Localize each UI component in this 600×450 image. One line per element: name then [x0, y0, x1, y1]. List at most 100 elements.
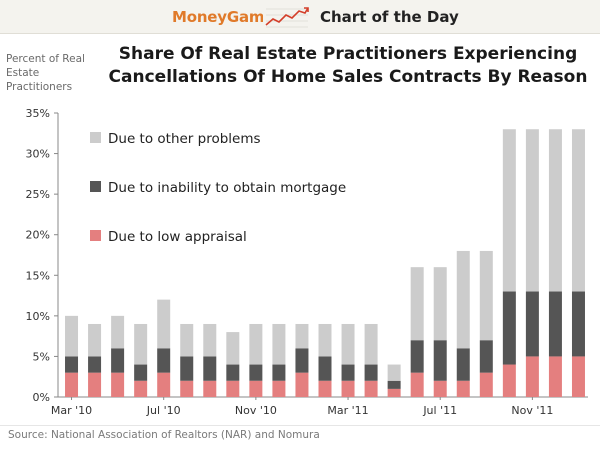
y-tick-label: 20%: [26, 229, 50, 242]
section-title: Chart of the Day: [320, 8, 459, 26]
x-tick-label: Nov '10: [235, 404, 277, 417]
bar-segment-mortgage: [88, 356, 102, 373]
bar-segment-other: [571, 129, 585, 292]
bar-segment-mortgage: [410, 340, 424, 373]
header-banner: MoneyGame Chart of the Day: [0, 0, 600, 34]
y-tick-label: 10%: [26, 310, 50, 323]
chart-title: Share Of Real Estate Practitioners Exper…: [96, 43, 600, 89]
x-tick-label: Mar '10: [51, 404, 92, 417]
bar-segment-other: [249, 323, 263, 365]
y-tick-label: 15%: [26, 269, 50, 282]
x-tick-label: Nov '11: [511, 404, 553, 417]
bar-segment-appraisal: [548, 356, 562, 397]
bar-segment-appraisal: [272, 380, 286, 397]
bar-segment-other: [203, 323, 217, 357]
bar-segment-appraisal: [387, 388, 401, 397]
y-tick-label: 35%: [26, 107, 50, 120]
bar-segment-appraisal: [180, 380, 194, 397]
bar-segment-mortgage: [111, 348, 125, 373]
bar-segment-other: [318, 323, 332, 357]
trend-chart-icon: [263, 5, 311, 29]
source-divider: [0, 425, 600, 426]
bar-segment-other: [502, 129, 516, 292]
bar-segment-appraisal: [318, 380, 332, 397]
bar-segment-mortgage: [157, 348, 171, 373]
bar-segment-appraisal: [111, 372, 125, 397]
bar-segment-other: [456, 250, 470, 349]
bar-segment-other: [272, 323, 286, 365]
bar-segment-mortgage: [203, 356, 217, 381]
bar-segment-mortgage: [318, 356, 332, 381]
bar-segment-appraisal: [433, 380, 447, 397]
y-tick-label: 5%: [33, 350, 50, 363]
bar-segment-other: [88, 323, 102, 357]
bar-segment-other: [111, 315, 125, 349]
bar-segment-other: [65, 315, 79, 357]
bar-segment-other: [226, 332, 240, 365]
stacked-bar-chart: 0% 5% 10% 15% 20% 25% 30% 35% Mar '10 Jul '10 Nov …: [26, 107, 588, 417]
bar-segment-mortgage: [180, 356, 194, 381]
bar-segment-other: [548, 129, 562, 292]
bar-segment-appraisal: [525, 356, 539, 397]
y-tick-label: 30%: [26, 148, 50, 161]
bar-segment-other: [433, 267, 447, 341]
bar-segment-mortgage: [387, 380, 401, 389]
brand-logo-text[interactable]: MoneyGame: [172, 8, 275, 26]
bar-segment-other: [387, 364, 401, 381]
bar-segment-other: [341, 323, 355, 365]
bar-segment-appraisal: [203, 380, 217, 397]
x-tick-label: Jul '11: [422, 404, 457, 417]
x-tick-label: Mar '11: [327, 404, 368, 417]
y-tick-label: 25%: [26, 188, 50, 201]
bar-segment-mortgage: [456, 348, 470, 381]
bar-segment-mortgage: [65, 356, 79, 373]
chart-title-line-2: Cancellations Of Home Sales Contracts By…: [108, 67, 588, 87]
bar-segment-other: [157, 299, 171, 349]
legend-swatch: [90, 230, 101, 241]
chart-title-line-1: Share Of Real Estate Practitioners Exper…: [118, 44, 578, 64]
legend-label: Due to other problems: [108, 131, 261, 147]
bar-segment-mortgage: [249, 364, 263, 381]
bar-segment-other: [479, 250, 493, 341]
bar-segment-other: [134, 323, 148, 365]
legend-swatch: [90, 181, 101, 192]
bar-segment-mortgage: [571, 291, 585, 357]
bar-segment-appraisal: [249, 380, 263, 397]
x-tick-label: Jul '10: [146, 404, 181, 417]
bar-segment-mortgage: [295, 348, 309, 373]
bar-segment-other: [364, 323, 378, 365]
legend-swatch: [90, 132, 101, 143]
bar-segment-other: [525, 129, 539, 292]
bar-segment-mortgage: [226, 364, 240, 381]
bar-segment-other: [410, 267, 424, 341]
bar-segment-mortgage: [479, 340, 493, 373]
bar-segment-mortgage: [364, 364, 378, 381]
bar-segment-appraisal: [364, 380, 378, 397]
bar-segment-mortgage: [548, 291, 562, 357]
y-tick-label: 0%: [33, 391, 50, 404]
legend-label: Due to low appraisal: [108, 229, 247, 245]
bar-segment-appraisal: [456, 380, 470, 397]
bar-segment-mortgage: [502, 291, 516, 365]
bar-segment-other: [295, 323, 309, 349]
bar-segment-mortgage: [341, 364, 355, 381]
bar-segment-mortgage: [525, 291, 539, 357]
bar-segment-appraisal: [410, 372, 424, 397]
y-axis-label: Percent of Real Estate Practitioners: [6, 53, 85, 93]
legend-label: Due to inability to obtain mortgage: [108, 180, 346, 196]
bar-segment-appraisal: [226, 380, 240, 397]
bar-segment-appraisal: [295, 372, 309, 397]
bar-segment-appraisal: [88, 372, 102, 397]
bar-segment-appraisal: [65, 372, 79, 397]
bar-segment-appraisal: [157, 372, 171, 397]
bar-segment-appraisal: [341, 380, 355, 397]
bar-segment-other: [180, 323, 194, 357]
bar-segment-appraisal: [134, 380, 148, 397]
bar-segment-mortgage: [433, 340, 447, 381]
bar-segment-appraisal: [502, 364, 516, 397]
bar-segment-mortgage: [134, 364, 148, 381]
bar-segment-appraisal: [479, 372, 493, 397]
bar-segment-mortgage: [272, 364, 286, 381]
bar-segment-appraisal: [571, 356, 585, 397]
